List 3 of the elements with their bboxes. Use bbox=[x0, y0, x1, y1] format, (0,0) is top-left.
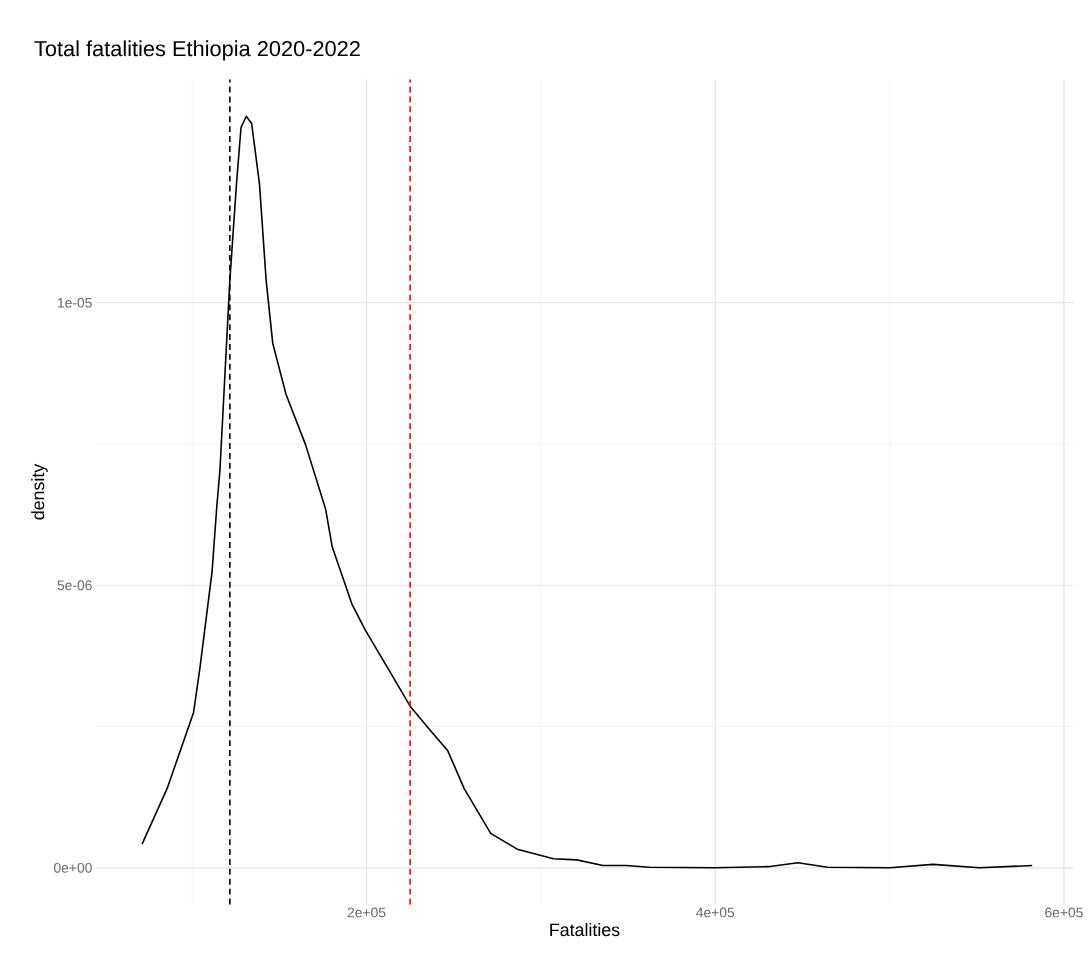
chart-title: Total fatalities Ethiopia 2020-2022 bbox=[34, 40, 360, 61]
y-axis-title: density bbox=[31, 463, 48, 520]
x-axis-title: Fatalities bbox=[550, 922, 620, 937]
